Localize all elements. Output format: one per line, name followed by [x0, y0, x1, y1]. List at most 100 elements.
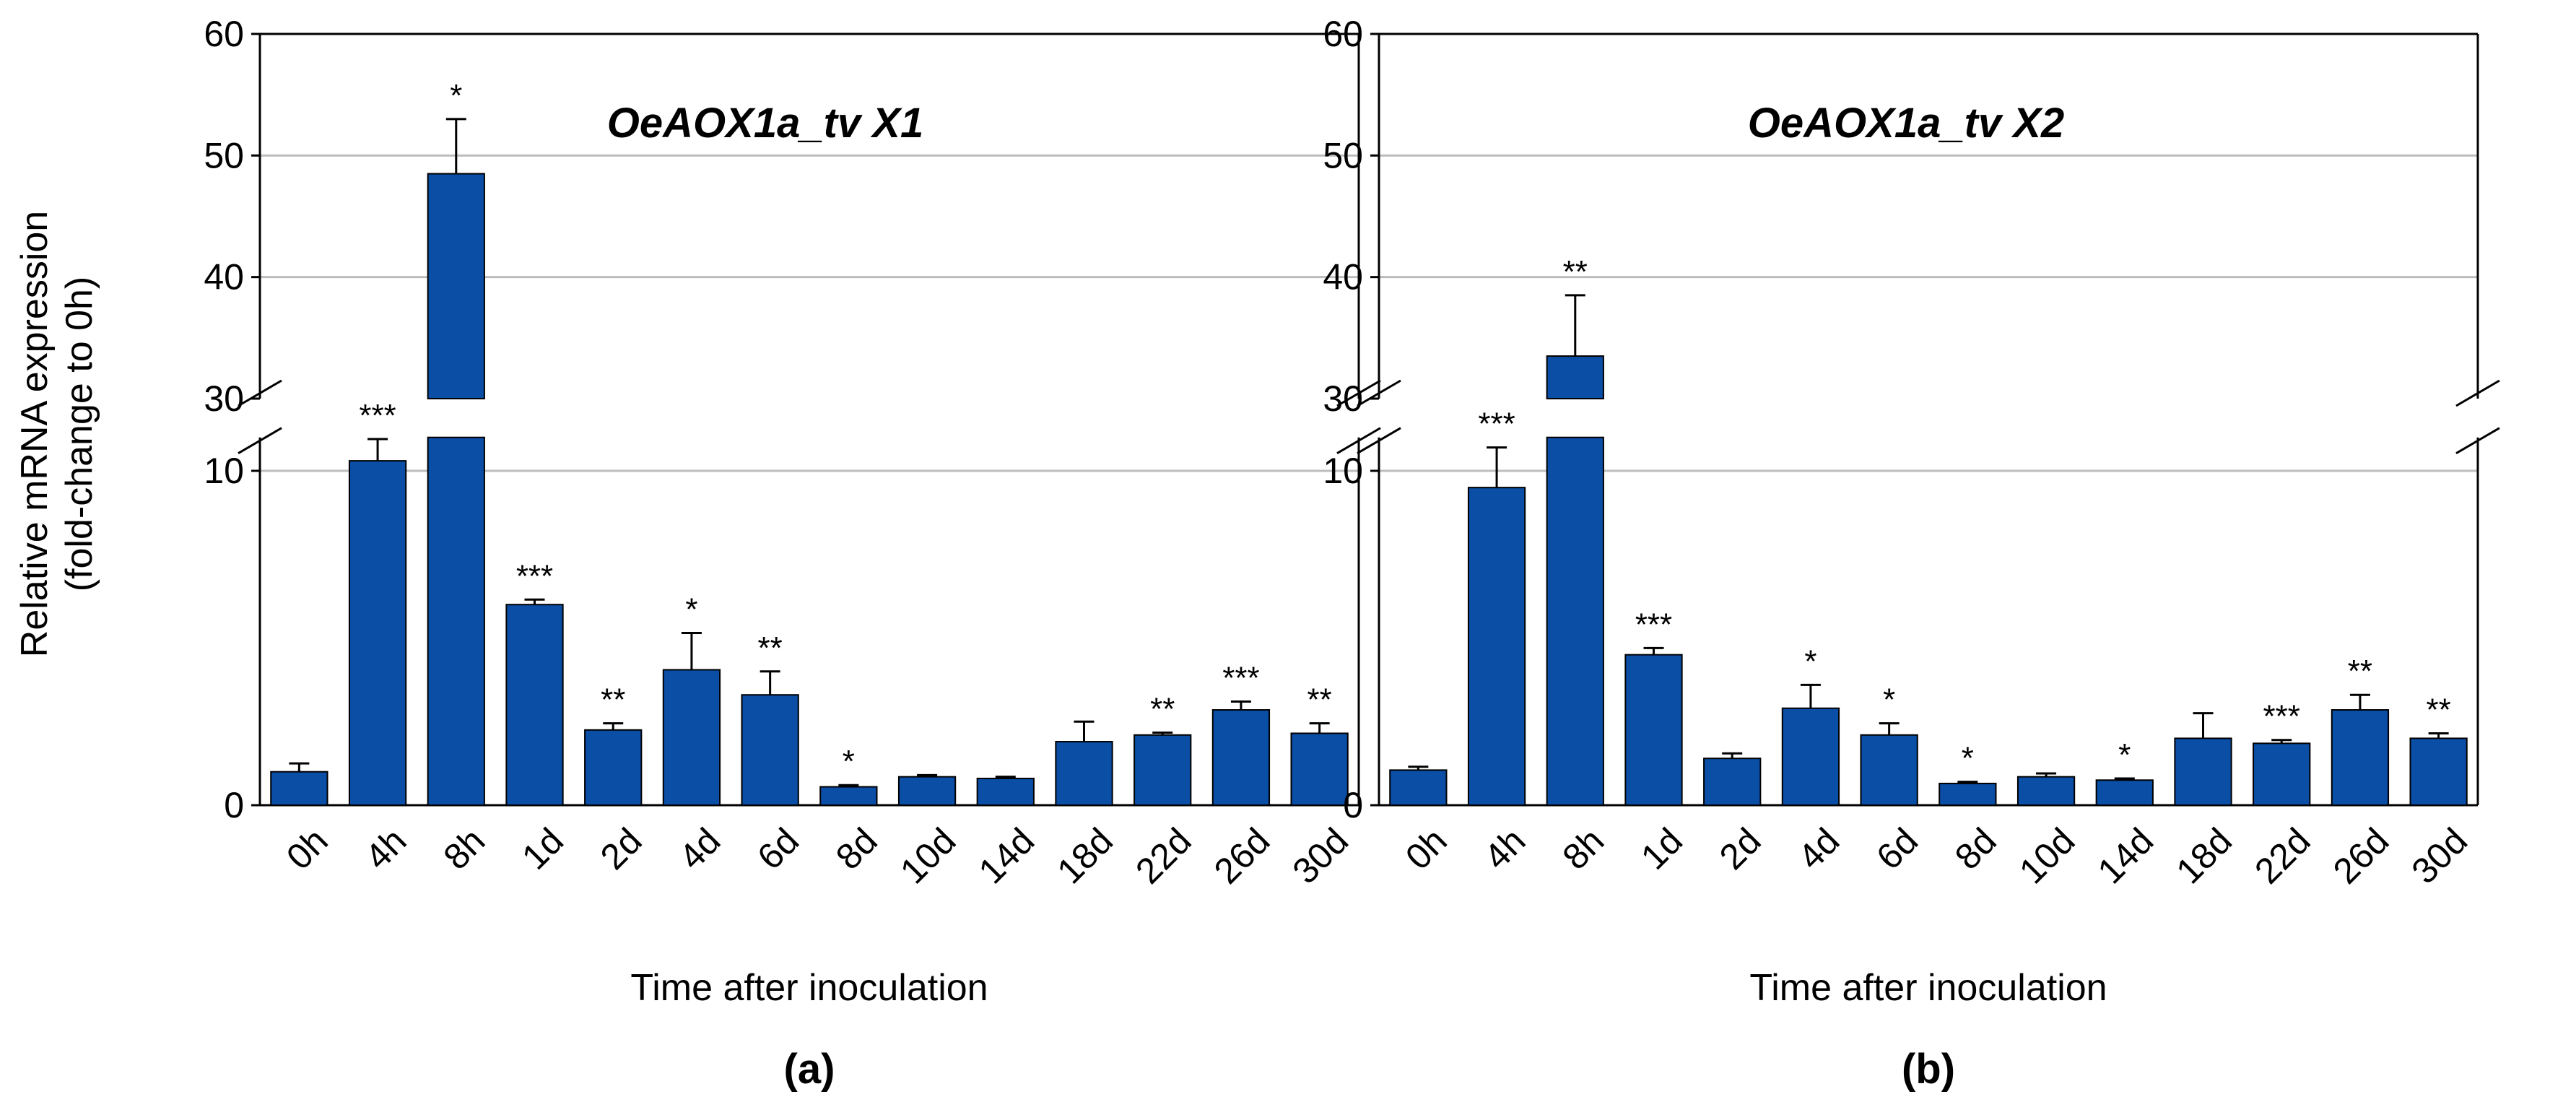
bar: [1781, 707, 1840, 806]
y-tick-label: 30: [1323, 378, 1363, 419]
x-tick-label: 22d: [1128, 820, 1199, 892]
x-tick-label: 4h: [1476, 820, 1533, 877]
x-tick-label: 4d: [1790, 820, 1848, 877]
chart-title: OeAOX1a_tv X1: [607, 100, 923, 147]
bar: [348, 460, 407, 806]
x-tick-label: 8d: [1947, 820, 2004, 877]
bar: [976, 777, 1035, 806]
significance-label: **: [1307, 682, 1332, 718]
y-tick-label: 40: [1323, 257, 1363, 298]
bar: [1860, 734, 1918, 807]
x-tick-label: 1d: [1633, 820, 1690, 877]
significance-label: *: [450, 78, 462, 113]
bar: [819, 786, 878, 807]
significance-label: *: [843, 744, 855, 779]
panel-label: (b): [1902, 1046, 1955, 1093]
x-tick-label: 30d: [1285, 820, 1357, 892]
x-tick-label: 4d: [671, 820, 728, 877]
significance-label: *: [2118, 737, 2131, 773]
x-tick-label: 22d: [2247, 820, 2318, 892]
chart-title: OeAOX1a_tv X2: [1748, 100, 2064, 147]
x-tick-label: 2d: [1712, 820, 1769, 877]
bar: [2095, 779, 2154, 807]
significance-label: *: [685, 592, 697, 628]
bar: [1938, 782, 1997, 807]
x-tick-label: 6d: [1868, 820, 1926, 877]
x-tick-label: 8h: [1554, 820, 1611, 877]
bar-break: [1544, 402, 1606, 435]
x-axis-title: Time after inoculation: [1749, 967, 2107, 1009]
x-tick-label: 14d: [2090, 820, 2162, 892]
x-tick-label: 1d: [514, 820, 571, 877]
x-tick-label: 30d: [2404, 820, 2476, 892]
significance-label: **: [758, 630, 783, 666]
bar: [270, 771, 328, 806]
significance-label: ***: [516, 558, 553, 594]
significance-label: ***: [2263, 699, 2300, 734]
axis-break-mark: [238, 427, 282, 454]
x-tick-label: 18d: [1049, 820, 1121, 892]
axis-break-mark: [1357, 427, 1401, 454]
bar: [427, 173, 485, 399]
bar: [427, 436, 485, 806]
y-tick-label: 60: [204, 14, 244, 54]
bar: [2409, 737, 2468, 807]
x-tick-label: 6d: [749, 820, 806, 877]
significance-label: **: [1150, 692, 1175, 727]
significance-label: **: [1563, 254, 1588, 290]
axis-break-mark: [2455, 427, 2500, 454]
axis-break-mark: [238, 379, 282, 407]
x-tick-label: 10d: [892, 820, 964, 892]
significance-label: *: [1883, 682, 1895, 718]
bar: [1467, 487, 1526, 807]
significance-label: **: [2427, 692, 2451, 727]
y-tick-label: 0: [1343, 785, 1363, 825]
x-tick-label: 0h: [279, 820, 336, 877]
bar-break: [425, 402, 487, 435]
x-tick-label: 10d: [2011, 820, 2083, 892]
y-tick-label: 0: [224, 785, 244, 825]
significance-label: ***: [1222, 660, 1259, 695]
panel-a: 30 40 50 60 0 10 0h *** 4h * 8h *** 1d ** 2d * 4d ** 6d * 8d…: [14, 14, 1381, 1093]
bar: [897, 776, 957, 807]
bar: [505, 604, 564, 806]
x-tick-label: 26d: [2325, 820, 2397, 892]
y-tick-label: 50: [1323, 135, 1363, 175]
bar: [1624, 654, 1683, 807]
y-axis-title-line2: (fold-change to 0h): [58, 277, 100, 592]
bar: [1055, 741, 1113, 807]
significance-label: *: [1962, 741, 1974, 776]
bar: [1546, 355, 1604, 400]
axis-break-mark: [1357, 379, 1401, 407]
axis-break-mark: [2455, 379, 2500, 407]
significance-label: ***: [359, 398, 396, 433]
significance-label: *: [1804, 643, 1816, 679]
x-tick-label: 18d: [2168, 820, 2240, 892]
bar: [1546, 436, 1604, 806]
panel-label: (a): [784, 1046, 835, 1093]
y-tick-label: 50: [204, 135, 244, 175]
bar: [1389, 769, 1448, 807]
y-tick-label: 40: [204, 257, 244, 298]
x-tick-label: 2d: [593, 820, 650, 877]
x-tick-label: 8h: [435, 820, 492, 877]
bar: [741, 694, 799, 807]
bar: [1703, 758, 1762, 807]
x-tick-label: 14d: [971, 820, 1043, 892]
y-tick-label: 60: [1323, 14, 1363, 54]
x-axis-title: Time after inoculation: [630, 967, 988, 1009]
bar: [2016, 776, 2076, 807]
bar: [2331, 709, 2390, 806]
x-tick-label: 0h: [1398, 820, 1455, 877]
significance-label: **: [2348, 654, 2372, 689]
axis-break-mark: [1336, 379, 1381, 407]
significance-label: **: [601, 682, 625, 718]
bar: [2174, 737, 2232, 807]
x-tick-label: 26d: [1206, 820, 1278, 892]
bar: [662, 669, 721, 806]
significance-label: ***: [1635, 607, 1672, 642]
bar: [584, 729, 643, 807]
